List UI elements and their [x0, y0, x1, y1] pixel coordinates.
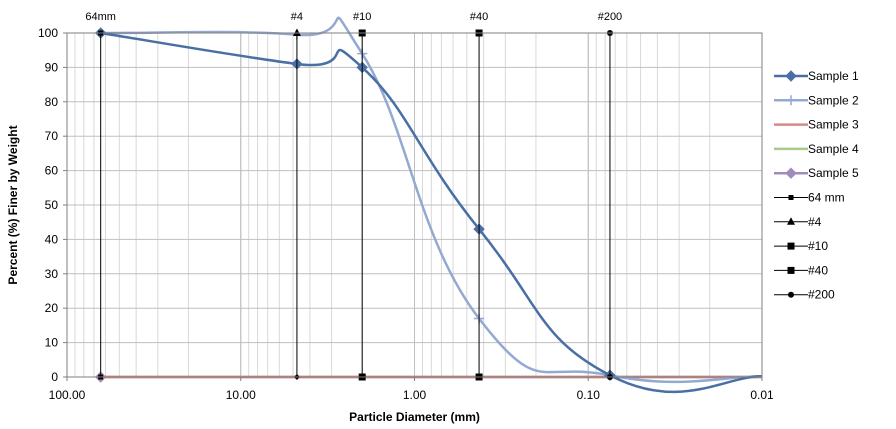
y-tick-label: 90: [45, 60, 59, 74]
legend-marker: [788, 195, 794, 200]
sieve-label: #10: [353, 11, 371, 23]
legend-marker: [787, 266, 795, 274]
y-axis-label: Percent (%) Finer by Weight: [6, 125, 20, 284]
series-line-sample-1: [100, 31, 763, 394]
x-tick-label: 100.00: [49, 388, 86, 402]
legend-marker: [787, 217, 795, 225]
y-tick-label: 0: [51, 370, 58, 384]
y-tick-label: 80: [45, 95, 59, 109]
x-tick-label: 10.00: [226, 388, 256, 402]
x-tick-label: 0.01: [750, 388, 774, 402]
axes: 0 10 20 30 40 50 60 70 80 90 100 100.00 10.00 1.00 0.1…: [38, 26, 774, 402]
sieve-lines: 64mm #4 #10 #40 #200: [85, 11, 622, 381]
y-tick-label: 20: [45, 301, 59, 315]
grid-lines: [66, 32, 763, 378]
y-tick-label: 70: [45, 129, 59, 143]
sieve-label: 64mm: [85, 11, 116, 23]
legend-marker: [785, 167, 797, 179]
legend-marker: [785, 70, 797, 82]
sieve-marker-top: [292, 28, 301, 36]
sieve-label: #40: [470, 11, 488, 23]
legend: Sample 1 Sample 2 Sample 3 Sample 4 Sample 5…: [774, 69, 859, 302]
legend-label: #4: [808, 215, 822, 229]
y-tick-label: 100: [38, 26, 58, 40]
legend-label: #40: [808, 263, 828, 277]
x-axis-label: Particle Diameter (mm): [349, 410, 480, 424]
y-tick-label: 10: [45, 336, 59, 350]
legend-label: Sample 5: [808, 166, 859, 180]
y-tick-label: 40: [45, 232, 59, 246]
legend-label: Sample 2: [808, 93, 859, 107]
sieve-label: #200: [598, 11, 622, 23]
legend-label: Sample 1: [808, 69, 859, 83]
legend-label: #10: [808, 239, 828, 253]
y-tick-label: 30: [45, 267, 59, 281]
x-tick-label: 0.10: [577, 388, 601, 402]
legend-label: 64 mm: [808, 191, 845, 205]
x-tick-label: 1.00: [403, 388, 427, 402]
legend-label: #200: [808, 288, 835, 302]
legend-marker: [788, 291, 794, 298]
y-tick-label: 50: [45, 198, 59, 212]
legend-marker: [787, 242, 795, 250]
y-tick-label: 60: [45, 164, 59, 178]
sieve-label: #4: [291, 11, 303, 23]
legend-label: Sample 4: [808, 142, 859, 156]
legend-marker: [786, 95, 796, 106]
legend-label: Sample 3: [808, 118, 859, 132]
